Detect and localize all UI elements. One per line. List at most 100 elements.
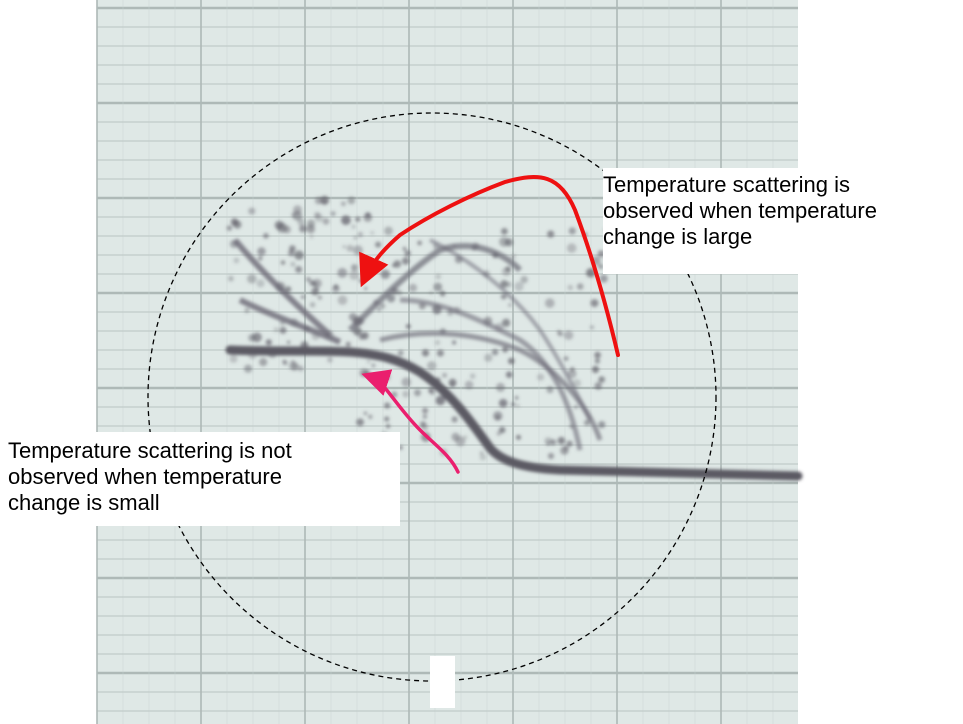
scatter-dot xyxy=(233,220,242,229)
scatter-dot xyxy=(479,451,484,455)
scatter-dot xyxy=(257,247,266,256)
red-curved-arrow xyxy=(359,175,620,357)
scatter-dot xyxy=(279,326,287,334)
scatter-dot xyxy=(537,373,545,381)
annotation-small-line-1: Temperature scattering is not xyxy=(8,438,292,463)
scatter-dot xyxy=(396,289,403,296)
scatter-dot xyxy=(420,423,429,431)
scatter-dot xyxy=(499,236,509,247)
scatter-dot xyxy=(428,387,434,393)
temperature-trace xyxy=(225,195,803,481)
scatter-dot xyxy=(405,323,411,329)
scatter-dot xyxy=(301,295,305,299)
scatter-dot xyxy=(452,340,457,345)
scatter-dot xyxy=(563,356,569,361)
scatter-dot xyxy=(589,325,595,330)
scatter-dot xyxy=(290,261,296,267)
scatter-dot xyxy=(258,256,263,261)
scatter-dot xyxy=(546,386,554,394)
scatter-dot xyxy=(256,279,265,288)
scatter-dot xyxy=(402,390,410,398)
scatter-dot xyxy=(576,283,584,290)
scatter-dot xyxy=(309,302,316,308)
scatter-dot xyxy=(337,268,348,278)
scatter-dot xyxy=(288,361,298,371)
scatter-dot xyxy=(566,440,573,447)
scatter-dot xyxy=(508,357,515,365)
scatter-dot xyxy=(427,361,437,371)
scatter-dot xyxy=(435,395,446,406)
scatter-dot xyxy=(297,365,304,372)
scatter-dot xyxy=(310,235,314,239)
scatter-dot xyxy=(357,231,363,238)
scatter-dot xyxy=(337,295,348,306)
scatter-dot xyxy=(520,275,528,284)
scatter-dot xyxy=(292,210,303,221)
scatter-dot xyxy=(422,407,429,414)
scatter-dot xyxy=(496,431,501,436)
scatter-dot xyxy=(568,227,576,235)
scatter-dot xyxy=(306,277,311,282)
scatter-dot xyxy=(516,434,521,440)
scatter-dot xyxy=(436,349,444,357)
scatter-dot xyxy=(435,273,442,280)
scatter-dot xyxy=(563,330,574,340)
scatter-dot xyxy=(330,211,336,217)
scatter-dot xyxy=(397,350,404,356)
scatter-dot xyxy=(384,226,393,236)
scatter-dot xyxy=(508,303,512,307)
scatter-dot xyxy=(401,257,410,265)
scatter-dot xyxy=(306,219,316,228)
scatter-dot xyxy=(364,287,368,290)
scatter-dot xyxy=(379,303,386,309)
scatter-dot xyxy=(322,199,327,205)
scatter-dot xyxy=(590,299,599,308)
scatter-dot xyxy=(455,436,466,447)
scatter-dot xyxy=(331,285,340,294)
scatter-dot xyxy=(511,254,516,259)
scatter-dot xyxy=(557,331,563,337)
annotation-large-line-3: change is large xyxy=(603,224,753,249)
scatter-dot xyxy=(422,414,428,419)
scatter-dot xyxy=(322,218,330,225)
scatter-dot xyxy=(557,436,566,445)
annotation-large-change: Temperature scattering is observed when … xyxy=(603,168,963,274)
trace-lower-branch-2 xyxy=(399,297,583,451)
scatter-dot xyxy=(598,376,605,383)
scatter-dot xyxy=(358,334,365,340)
scatter-dot xyxy=(259,358,268,367)
scatter-dot xyxy=(285,286,292,293)
scatter-dot xyxy=(470,373,476,379)
scatter-dot xyxy=(384,402,391,409)
scatter-dot xyxy=(514,281,524,292)
scatter-dot xyxy=(401,377,412,388)
scatter-dot xyxy=(248,334,256,342)
scatter-dot xyxy=(491,348,499,356)
scatter-dot xyxy=(283,225,291,234)
scatter-dot xyxy=(355,216,361,222)
scatter-dot xyxy=(500,280,509,288)
scatter-dot xyxy=(464,380,474,390)
scatter-dot xyxy=(563,445,569,451)
scatter-dot xyxy=(506,281,512,288)
trace-main-line xyxy=(225,345,803,481)
scatter-dot xyxy=(544,437,552,445)
scatter-dot xyxy=(356,418,364,427)
scatter-dot xyxy=(598,263,604,270)
scatter-dot xyxy=(505,371,513,379)
scatter-dot xyxy=(498,398,508,408)
scatter-dot xyxy=(353,327,362,336)
scatter-dot xyxy=(514,396,519,400)
scatter-dot xyxy=(599,274,608,283)
scatter-dot xyxy=(402,246,407,251)
scatter-dot xyxy=(421,349,430,357)
scatter-dot xyxy=(433,282,443,292)
scatter-dot xyxy=(363,213,373,222)
white-marker-block xyxy=(430,656,455,708)
scatter-dot xyxy=(247,274,257,284)
scatter-dot xyxy=(263,233,269,239)
scatter-dot xyxy=(545,298,555,308)
annotation-small-change: Temperature scattering is not observed w… xyxy=(0,432,400,526)
scatter-dot xyxy=(342,245,346,249)
